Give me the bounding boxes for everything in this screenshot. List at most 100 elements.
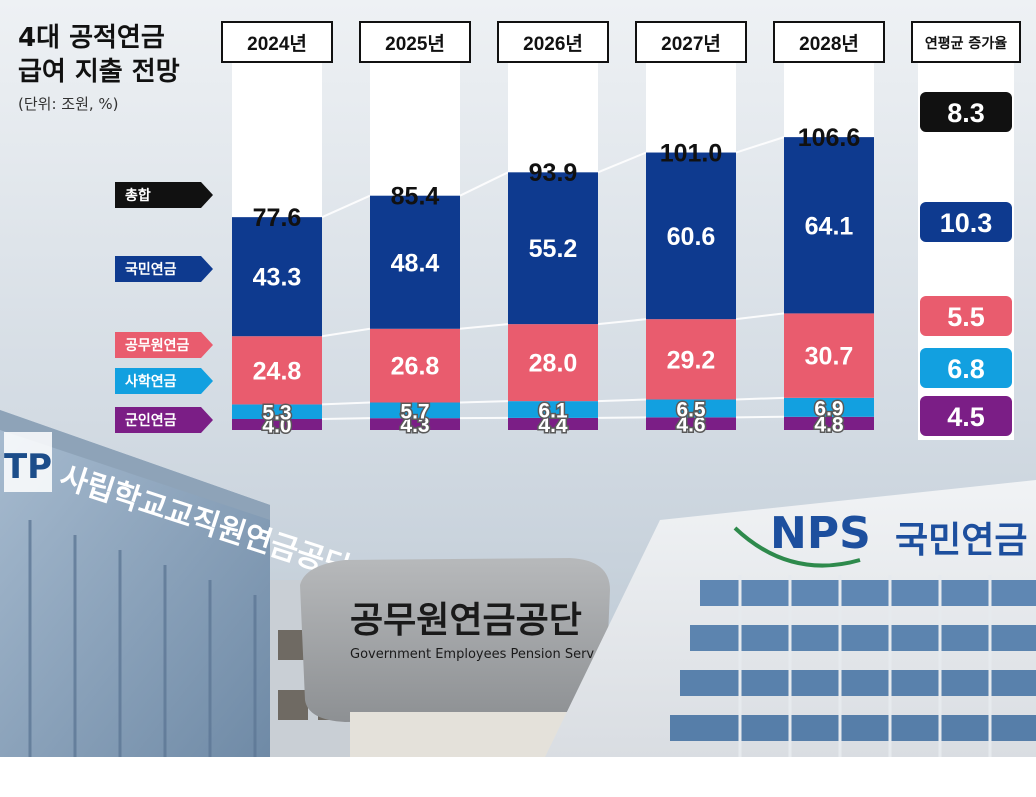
legend-tag [115, 256, 213, 282]
value-labels: 77.6 85.4 93.9 101.0 106.6 4.0 4.3 4.4 4.6 4.8 5.3… [253, 124, 861, 439]
connector-civil [597, 318, 647, 326]
connector-private_school [321, 401, 371, 406]
legend-tag [115, 368, 213, 394]
connector-military [321, 417, 371, 420]
bar-national [232, 217, 322, 337]
cagr-badge [920, 396, 1012, 436]
year-header-label: 2025년 [385, 33, 445, 55]
legend-tag [115, 332, 213, 358]
bar-value-label: 26.8 [391, 353, 440, 381]
connector-national [459, 171, 509, 197]
building-private-school-frames [28, 520, 257, 757]
cagr-column: 연평균 증가율 8.3 10.3 5.5 6.8 4.5 [911, 21, 1021, 440]
tp-logo-plate [4, 432, 52, 492]
bar-civil [784, 313, 874, 398]
cagr-badge [920, 296, 1012, 336]
bar-value-label: 30.7 [805, 343, 854, 371]
nps-logo-swoosh [733, 526, 861, 568]
year-header-box [497, 21, 609, 63]
bar-civil [508, 324, 598, 402]
cagr-badge [920, 202, 1012, 242]
bar-value-label: 55.2 [529, 235, 578, 263]
bar-value-label: 6.9 [814, 397, 843, 420]
bar-value-label: 4.0 [262, 415, 291, 438]
bar-value-label: 4.3 [400, 414, 429, 437]
bar-military [508, 417, 598, 430]
bar-value-label: 48.4 [391, 249, 440, 277]
bar-civil [646, 319, 736, 400]
bar-military [232, 419, 322, 430]
stone-civil-service [300, 558, 610, 722]
sign-civil-service: 공무원연금공단 [350, 600, 582, 641]
bar-national [784, 137, 874, 314]
connector-private_school [735, 396, 785, 401]
cagr-value: 4.5 [947, 402, 985, 432]
total-value-label: 101.0 [660, 139, 723, 167]
connector-private_school [459, 400, 509, 404]
tp-logo: TP [4, 447, 52, 487]
total-value-label: 77.6 [253, 204, 302, 232]
legend-label: 군인연금 [125, 412, 177, 429]
building-private-school-roofline [0, 410, 270, 520]
sign-nps: 국민연금 [895, 520, 1027, 561]
window [278, 690, 308, 720]
legend-label: 국민연금 [125, 261, 177, 278]
bar-private_school [370, 402, 460, 419]
cagr-value: 5.5 [947, 302, 985, 332]
bar-military [370, 418, 460, 430]
bar-national [646, 152, 736, 320]
bar-military [784, 416, 874, 430]
connector-private_school [597, 398, 647, 403]
bar-private_school [646, 399, 736, 418]
connector-national [597, 151, 647, 174]
cagr-badge [920, 348, 1012, 388]
year-header-label: 2027년 [661, 33, 721, 55]
building-nps-windows [670, 575, 1036, 757]
bar-value-label: 4.4 [538, 414, 568, 437]
unit-note: (단위: 조원, %) [18, 95, 119, 113]
cagr-value: 8.3 [947, 98, 985, 128]
year-headers: 2024년 2025년 2026년 2027년 2028년 [221, 21, 885, 63]
year-header-label: 2028년 [799, 33, 859, 55]
bar-military [646, 417, 736, 430]
cagr-value: 10.3 [940, 208, 993, 238]
bar-civil [232, 336, 322, 405]
year-header-label: 2026년 [523, 33, 583, 55]
buildings-photo: TP 사립학교교직원연금공단 공무원연금공단 Government Employ… [0, 410, 1036, 757]
cagr-badge [920, 92, 1012, 132]
year-header-box [221, 21, 333, 63]
bar-value-label: 4.6 [676, 414, 705, 437]
bar-value-label: 60.6 [667, 223, 716, 251]
legend-label: 사학연금 [125, 374, 177, 390]
bar-national [508, 172, 598, 325]
bottom-margin [0, 757, 1036, 797]
connector-lines [321, 136, 785, 420]
legend-label: 총합 [125, 187, 151, 204]
bar-civil [370, 328, 460, 403]
year-header-box [635, 21, 747, 63]
bar-value-label: 5.3 [262, 402, 291, 425]
bar-value-label: 5.7 [400, 400, 429, 423]
year-header-label: 2024년 [247, 33, 307, 55]
connector-civil [321, 327, 371, 338]
total-value-label: 106.6 [798, 124, 861, 152]
bar-private_school [232, 404, 322, 419]
chart-title-line2: 급여 지출 전망 [18, 57, 180, 87]
bar-value-label: 24.8 [253, 357, 302, 385]
year-header-box [773, 21, 885, 63]
bar-value-label: 6.5 [676, 398, 706, 421]
chart-title-line1: 4대 공적연금 [18, 23, 165, 53]
connector-military [597, 416, 647, 419]
bar-value-label: 29.2 [667, 346, 716, 374]
bar-national [370, 195, 460, 329]
legend-tag [115, 407, 213, 433]
stacked-bars [232, 137, 874, 430]
bar-value-label: 6.1 [538, 400, 568, 423]
bar-value-label: 64.1 [805, 212, 854, 240]
bar-value-label: 43.3 [253, 264, 302, 292]
bar-value-label: 28.0 [529, 350, 578, 378]
connector-military [735, 415, 785, 419]
nps-logo: NPS [770, 508, 871, 559]
